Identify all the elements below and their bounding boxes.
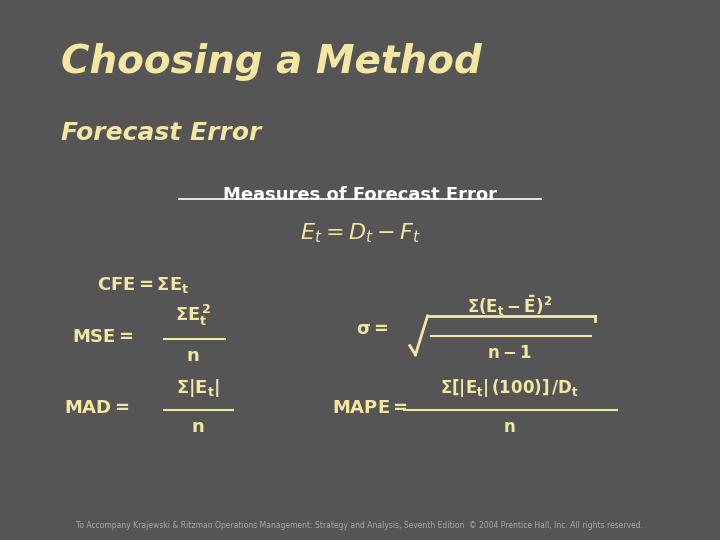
- Text: $\mathbf{n}$: $\mathbf{n}$: [192, 418, 204, 436]
- Text: To Accompany Krajewski & Ritzman Operations Management: Strategy and Analysis, S: To Accompany Krajewski & Ritzman Operati…: [76, 521, 644, 530]
- Text: $\mathbf{\Sigma[|E_t|\,(100)]\,/D_t}$: $\mathbf{\Sigma[|E_t|\,(100)]\,/D_t}$: [440, 376, 579, 399]
- Text: Measures of Forecast Error: Measures of Forecast Error: [223, 186, 497, 204]
- Text: $\mathbf{\sigma =}$: $\mathbf{\sigma =}$: [356, 320, 389, 339]
- Text: $\mathbf{\Sigma E_t^{\,2}}$: $\mathbf{\Sigma E_t^{\,2}}$: [175, 303, 211, 328]
- Text: $\mathbf{n}$: $\mathbf{n}$: [503, 418, 516, 436]
- Text: $\mathbf{CFE = \Sigma E_t}$: $\mathbf{CFE = \Sigma E_t}$: [97, 275, 189, 295]
- Text: $E_t = D_t - F_t$: $E_t = D_t - F_t$: [300, 221, 420, 245]
- Text: $\mathbf{\Sigma(E_t - \bar{E})^2}$: $\mathbf{\Sigma(E_t - \bar{E})^2}$: [467, 293, 552, 318]
- Text: Choosing a Method: Choosing a Method: [61, 43, 482, 81]
- Text: $\mathbf{n}$: $\mathbf{n}$: [186, 347, 199, 364]
- Text: $\mathbf{MAD =}$: $\mathbf{MAD =}$: [63, 399, 129, 417]
- Text: Forecast Error: Forecast Error: [61, 122, 262, 145]
- Text: $\mathbf{\Sigma |E_t|}$: $\mathbf{\Sigma |E_t|}$: [176, 376, 220, 399]
- Text: $\mathbf{MSE =}$: $\mathbf{MSE =}$: [72, 328, 134, 347]
- Text: $\mathbf{n - 1}$: $\mathbf{n - 1}$: [487, 344, 531, 362]
- Text: $\mathbf{MAPE =}$: $\mathbf{MAPE =}$: [331, 399, 408, 417]
